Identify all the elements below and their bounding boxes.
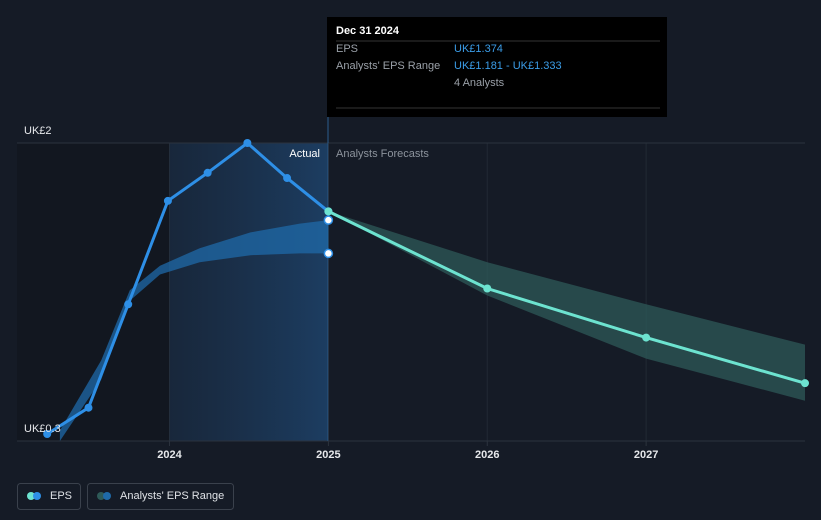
eps-point [324,207,333,216]
eps-line [327,210,806,385]
forecast-label: Analysts Forecasts [336,148,429,160]
legend-item[interactable] [87,483,234,510]
eps-point [283,174,292,183]
eps-point [124,300,133,309]
legend-item[interactable] [17,483,81,510]
eps-point [43,429,52,438]
tooltip-value: UK£1.181 - UK£1.333 [454,60,562,72]
eps-point [801,379,809,388]
legend-icon [103,492,111,500]
eps-point [243,139,252,147]
x-tick-label: 2026 [475,449,499,461]
tooltip-label: Analysts' EPS Range [336,60,440,72]
eps-point [203,168,212,177]
range-point [323,248,334,259]
x-tick-label: 2024 [157,449,182,461]
legend-label: EPS [50,490,72,502]
actual-label: Actual [289,148,320,160]
eps-point [483,284,492,293]
tooltip-value: 4 Analysts [454,77,505,89]
range-band [59,220,329,441]
tooltip-value: UK£1.374 [454,43,503,55]
y-tick-label: UK£0.3 [24,423,61,435]
highlight-shade [169,143,328,441]
tooltip-label: EPS [336,43,358,55]
legend-label: Analysts' EPS Range [120,490,224,502]
x-tick-label: 2025 [316,449,340,461]
eps-point [84,403,93,412]
tooltip-date: Dec 31 2024 [336,25,400,37]
legend-icon [27,492,35,500]
range-point [323,215,334,225]
range-band [328,211,805,401]
eps-line [46,141,330,436]
x-tick-label: 2027 [634,449,658,461]
eps-point [163,196,172,205]
legend-icon [97,492,105,500]
eps-point [642,333,651,342]
legend: EPS Analysts' EPS Range [17,483,234,510]
legend-icon [33,492,41,500]
y-tick-label: UK£2 [24,125,52,137]
tooltip: Dec 31 2024 EPS UK£1.374 Analysts' EPS R… [327,17,667,117]
tooltip-box [327,17,667,117]
